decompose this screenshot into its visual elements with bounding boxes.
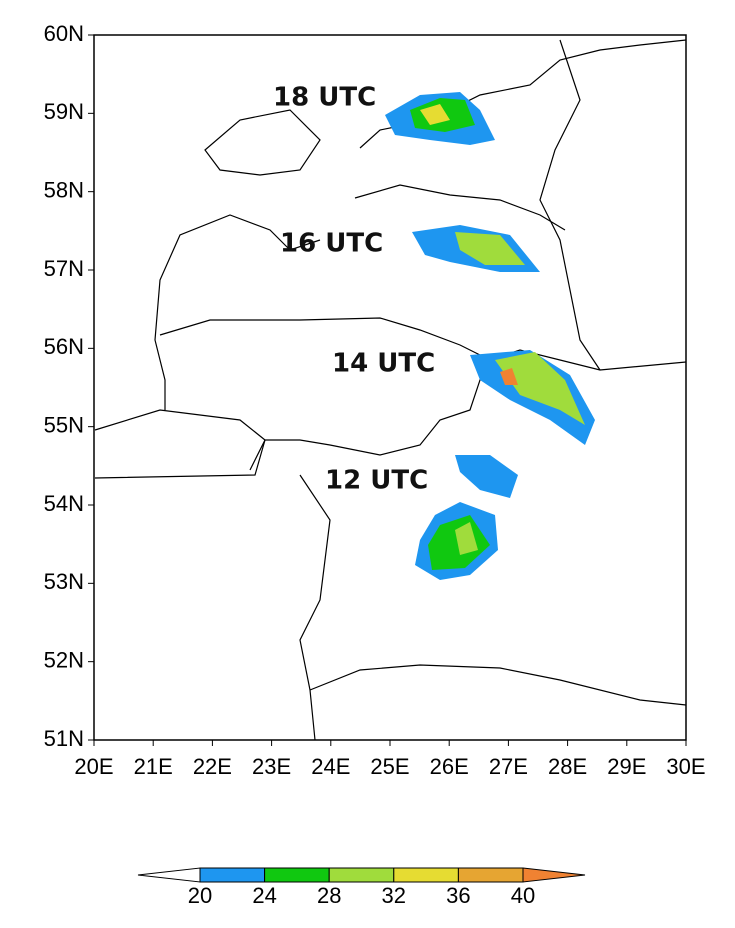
colorbar-label: 24 — [252, 883, 276, 908]
colorbar-segment — [393, 867, 459, 883]
colorbar-segment — [328, 867, 395, 883]
colorbar-label: 20 — [188, 883, 212, 908]
storm-cell — [455, 522, 478, 555]
border — [204, 109, 321, 176]
border — [309, 664, 687, 706]
border — [154, 214, 321, 410]
lon-tick-label: 22E — [193, 754, 232, 779]
annotation: 12 UTC — [325, 466, 428, 496]
colorbar-label: 40 — [511, 883, 535, 908]
borders — [94, 39, 687, 741]
colorbar-segment — [457, 867, 524, 883]
map-frame — [93, 34, 687, 741]
lat-tick-label: 57N — [44, 256, 84, 281]
lat-tick-label: 55N — [44, 412, 84, 437]
storm-cell — [455, 232, 525, 265]
lat-tick-label: 51N — [44, 726, 84, 751]
border — [354, 184, 566, 231]
lat-tick-label: 56N — [44, 334, 84, 359]
border — [159, 317, 687, 371]
storm-cells — [385, 92, 595, 580]
lat-tick-label: 53N — [44, 569, 84, 594]
colorbar-label: 36 — [446, 883, 470, 908]
lat-tick-label: 60N — [44, 21, 84, 46]
storm-cell — [420, 104, 450, 125]
border — [539, 39, 601, 371]
lat-tick-label: 52N — [44, 647, 84, 672]
lon-tick-label: 21E — [134, 754, 173, 779]
border — [299, 474, 331, 741]
annotation: 18 UTC — [273, 83, 376, 113]
annotation: 14 UTC — [332, 349, 435, 379]
lon-tick-label: 25E — [370, 754, 409, 779]
annotation: 16 UTC — [280, 229, 383, 259]
lon-tick-label: 23E — [252, 754, 291, 779]
storm-cell — [500, 368, 518, 385]
lat-tick-label: 54N — [44, 491, 84, 516]
lon-tick-label: 26E — [430, 754, 469, 779]
lon-tick-label: 27E — [489, 754, 528, 779]
storm-cell — [495, 352, 585, 425]
storm-cell — [455, 455, 518, 498]
lon-tick-label: 29E — [607, 754, 646, 779]
colorbar-segment — [199, 867, 266, 883]
border — [94, 409, 266, 479]
lon-tick-label: 28E — [548, 754, 587, 779]
colorbar-end — [522, 867, 586, 883]
lon-tick-label: 20E — [74, 754, 113, 779]
lon-tick-label: 24E — [311, 754, 350, 779]
colorbar-segment — [264, 867, 330, 883]
lat-tick-label: 59N — [44, 99, 84, 124]
colorbar-label: 28 — [317, 883, 341, 908]
border — [249, 359, 491, 471]
lat-tick-label: 58N — [44, 177, 84, 202]
colorbar-end — [137, 867, 201, 883]
colorbar-label: 32 — [382, 883, 406, 908]
lon-tick-label: 30E — [666, 754, 705, 779]
